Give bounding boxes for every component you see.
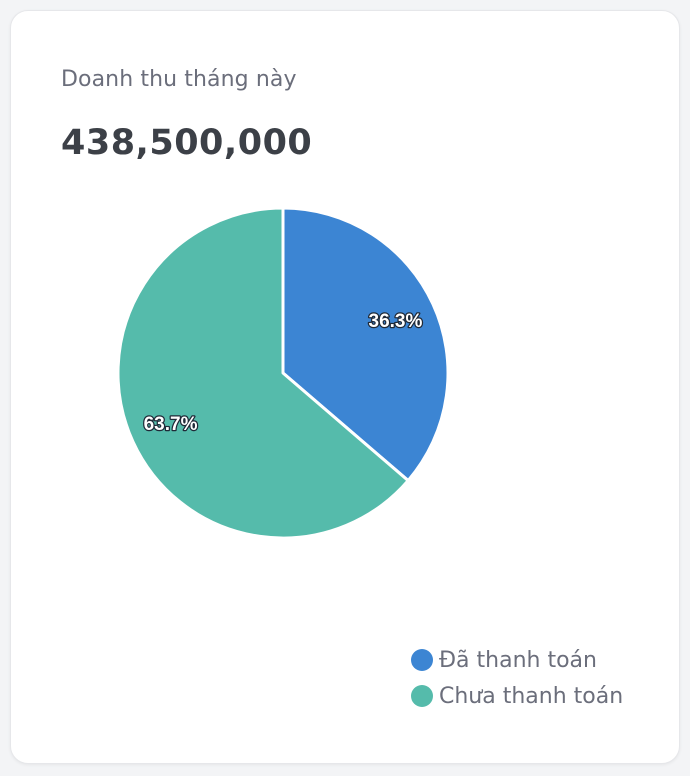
legend-item-paid[interactable]: Đã thanh toán <box>411 642 623 678</box>
legend-swatch-unpaid <box>411 685 433 707</box>
legend-swatch-paid <box>411 649 433 671</box>
legend-label-unpaid: Chưa thanh toán <box>439 683 624 709</box>
legend-item-unpaid[interactable]: Chưa thanh toán <box>411 678 623 714</box>
pie-chart: 36.3% 63.7% <box>116 206 450 540</box>
revenue-amount: 438,500,000 <box>61 123 313 163</box>
pie-slice-labels: 36.3% 63.7% <box>142 310 423 437</box>
legend-label-paid: Đã thanh toán <box>439 647 597 673</box>
pie-slice-unpaid[interactable] <box>116 206 410 540</box>
chart-legend: Đã thanh toán Chưa thanh toán <box>411 642 623 714</box>
card-subtitle: Doanh thu tháng này <box>61 67 297 92</box>
pie-slice-paid[interactable] <box>281 206 450 483</box>
pie-label-unpaid: 63.7% <box>144 414 198 435</box>
pie-slices <box>116 206 450 540</box>
pie-label-paid: 36.3% <box>369 311 423 332</box>
revenue-card: Doanh thu tháng này 438,500,000 36.3% 63.… <box>10 10 680 764</box>
